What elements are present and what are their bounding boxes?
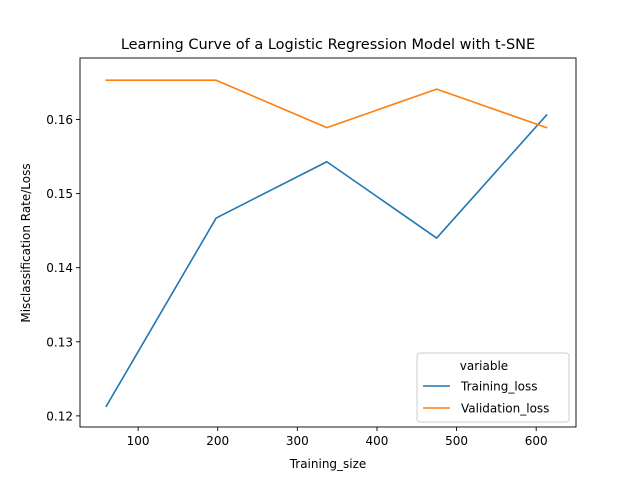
x-tick-label: 300 xyxy=(286,434,309,448)
y-tick-label: 0.15 xyxy=(46,187,73,201)
legend-title: variable xyxy=(460,359,508,373)
y-tick-label: 0.14 xyxy=(46,261,73,275)
x-tick-label: 500 xyxy=(445,434,468,448)
legend-entry-label: Training_loss xyxy=(460,380,538,394)
series-line-validation-loss xyxy=(105,79,548,129)
y-tick-label: 0.13 xyxy=(46,335,73,349)
x-tick-label: 100 xyxy=(127,434,150,448)
axes-frame xyxy=(79,57,577,428)
legend-entry-label: Validation_loss xyxy=(461,402,549,416)
x-tick-label: 400 xyxy=(366,434,389,448)
legend: variable Training_loss Validation_loss xyxy=(416,352,570,423)
plot-area: 100 200 300 400 500 600 0.12 0.13 0.14 0.15 0.16 va… xyxy=(46,57,577,448)
x-tick-label: 200 xyxy=(206,434,229,448)
y-tick-label: 0.16 xyxy=(46,113,73,127)
series-line-training-loss xyxy=(105,113,548,408)
y-tick-label: 0.12 xyxy=(46,409,73,423)
x-axis-label: Training_size xyxy=(289,457,367,471)
legend-box xyxy=(416,352,570,423)
chart-title: Learning Curve of a Logistic Regression … xyxy=(121,37,535,53)
x-tick-label: 600 xyxy=(525,434,548,448)
y-axis-label: Misclassification Rate/Loss xyxy=(19,163,33,322)
